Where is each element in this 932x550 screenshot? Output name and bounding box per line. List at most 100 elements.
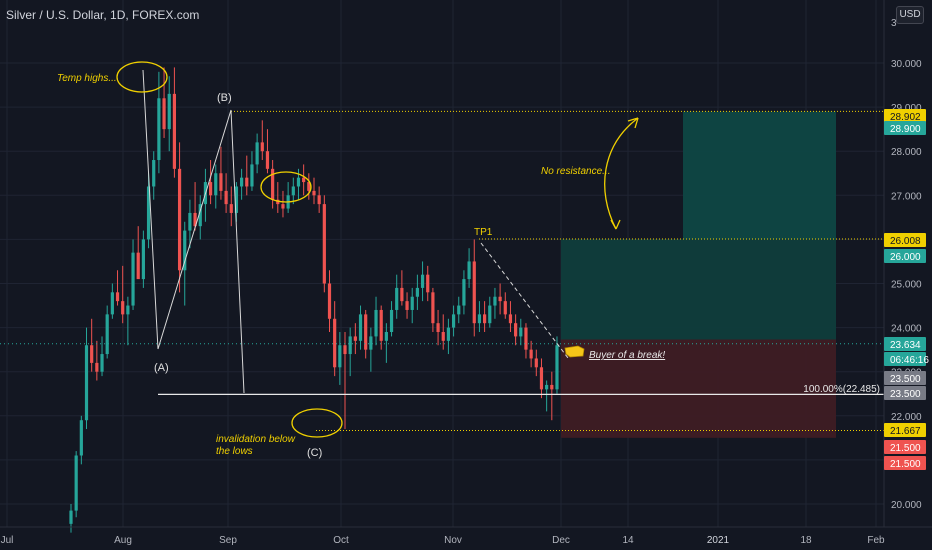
arrow-head-up-icon: [627, 117, 639, 129]
candle-body: [240, 177, 244, 187]
candle-body: [498, 296, 502, 302]
candle-body: [110, 292, 114, 315]
candle-body: [503, 301, 507, 315]
candle-body: [188, 212, 192, 231]
candle-body: [296, 177, 301, 187]
candle-body: [219, 173, 223, 191]
target-zone-upper[interactable]: [683, 111, 836, 240]
currency-button[interactable]: USD: [896, 6, 924, 24]
candle-body: [389, 309, 394, 333]
price-badge-label: 06:46:16: [890, 355, 929, 366]
label-temp-highs[interactable]: Temp highs...: [57, 73, 117, 84]
candle-body: [229, 204, 233, 213]
label-fib-level[interactable]: 100.00%(22.485): [803, 384, 880, 395]
candle-body: [79, 420, 83, 456]
candle-body: [483, 314, 487, 324]
wave-lines[interactable]: [142, 69, 245, 394]
candles: [69, 67, 559, 533]
candle-body: [420, 274, 425, 288]
label-buyer-note[interactable]: Buyer of a break!: [589, 350, 665, 361]
position-zones[interactable]: [561, 111, 836, 438]
candle-body: [436, 323, 440, 333]
candle-body: [467, 261, 471, 280]
price-badge: [884, 249, 926, 263]
candle-body: [307, 182, 311, 191]
label-wave-b[interactable]: (B): [217, 92, 232, 104]
price-tick-label: 25.000: [891, 280, 922, 291]
trendline[interactable]: [480, 242, 569, 359]
ellipse-temp-highs[interactable]: [116, 61, 168, 93]
candle-body: [183, 230, 187, 271]
candle-body: [74, 455, 78, 511]
pointing-hand-icon: [564, 345, 585, 358]
price-tick-label: 22.000: [891, 412, 922, 423]
time-tick-label: Feb: [867, 535, 885, 546]
candle-body: [136, 252, 140, 280]
price-badge: [884, 386, 926, 400]
price-badge: [884, 440, 926, 454]
price-badge-label: 23.500: [890, 389, 921, 400]
label-invalidation-2[interactable]: the lows: [216, 446, 253, 457]
candle-body: [281, 204, 285, 209]
price-badge-label: 26.008: [890, 236, 921, 247]
candle-body: [146, 186, 151, 240]
price-badge-label: 21.667: [890, 426, 921, 437]
ellipse-consolidation[interactable]: [260, 171, 312, 203]
candle-body: [327, 283, 332, 319]
candle-body: [446, 327, 451, 341]
time-tick-label: 18: [800, 535, 812, 546]
price-tick-label: 29.000: [891, 103, 922, 114]
candle-body: [260, 142, 264, 152]
candle-body: [477, 314, 482, 324]
candle-body: [519, 327, 523, 337]
candle-body: [364, 314, 368, 350]
candle-body: [224, 190, 228, 205]
label-tp1[interactable]: TP1: [474, 227, 493, 238]
drawings[interactable]: Temp highs... (B) (A) (C) TP1 No resistance..…: [0, 61, 884, 459]
ellipse-lows[interactable]: [291, 408, 343, 438]
target-zone-lower[interactable]: [561, 239, 836, 340]
price-badge-label: 28.900: [890, 124, 921, 135]
label-no-resistance[interactable]: No resistance...: [541, 166, 610, 177]
candle-body: [369, 336, 373, 350]
price-badge: [884, 109, 926, 123]
candle-body: [514, 323, 518, 337]
label-wave-a[interactable]: (A): [154, 362, 169, 374]
price-badge: [884, 337, 926, 351]
stop-zone[interactable]: [561, 339, 836, 438]
candle-body: [100, 354, 104, 372]
curved-arrow[interactable]: [604, 117, 639, 230]
candle-body: [312, 190, 316, 196]
candle-body: [539, 367, 544, 390]
candle-body: [69, 510, 73, 524]
time-tick-label: Oct: [333, 535, 349, 546]
price-badge-label: 28.902: [890, 112, 921, 123]
candle-body: [488, 305, 492, 324]
candle-body: [198, 204, 202, 227]
candle-body: [95, 362, 99, 372]
price-tick-label: 30.000: [891, 59, 922, 70]
candle-body: [462, 279, 466, 306]
price-badge: [884, 423, 926, 437]
candle-body: [395, 287, 399, 310]
candle-body: [353, 336, 357, 341]
candle-body: [550, 384, 554, 390]
price-badge: [884, 456, 926, 470]
label-invalidation-1[interactable]: invalidation below: [216, 434, 296, 445]
candle-body: [105, 314, 109, 355]
label-wave-c[interactable]: (C): [307, 447, 322, 459]
candle-body: [90, 345, 94, 363]
candle-body: [426, 274, 430, 293]
candle-body: [529, 349, 533, 359]
candle-body: [214, 173, 218, 196]
candle-body: [291, 186, 295, 196]
candle-body: [250, 164, 254, 187]
candle-body: [508, 314, 513, 324]
candle-body: [157, 98, 161, 161]
candle-body: [177, 168, 182, 271]
price-tick-label: 28.000: [891, 147, 922, 158]
candle-body: [265, 151, 270, 169]
candle-body: [338, 345, 342, 368]
candle-body: [234, 186, 239, 213]
